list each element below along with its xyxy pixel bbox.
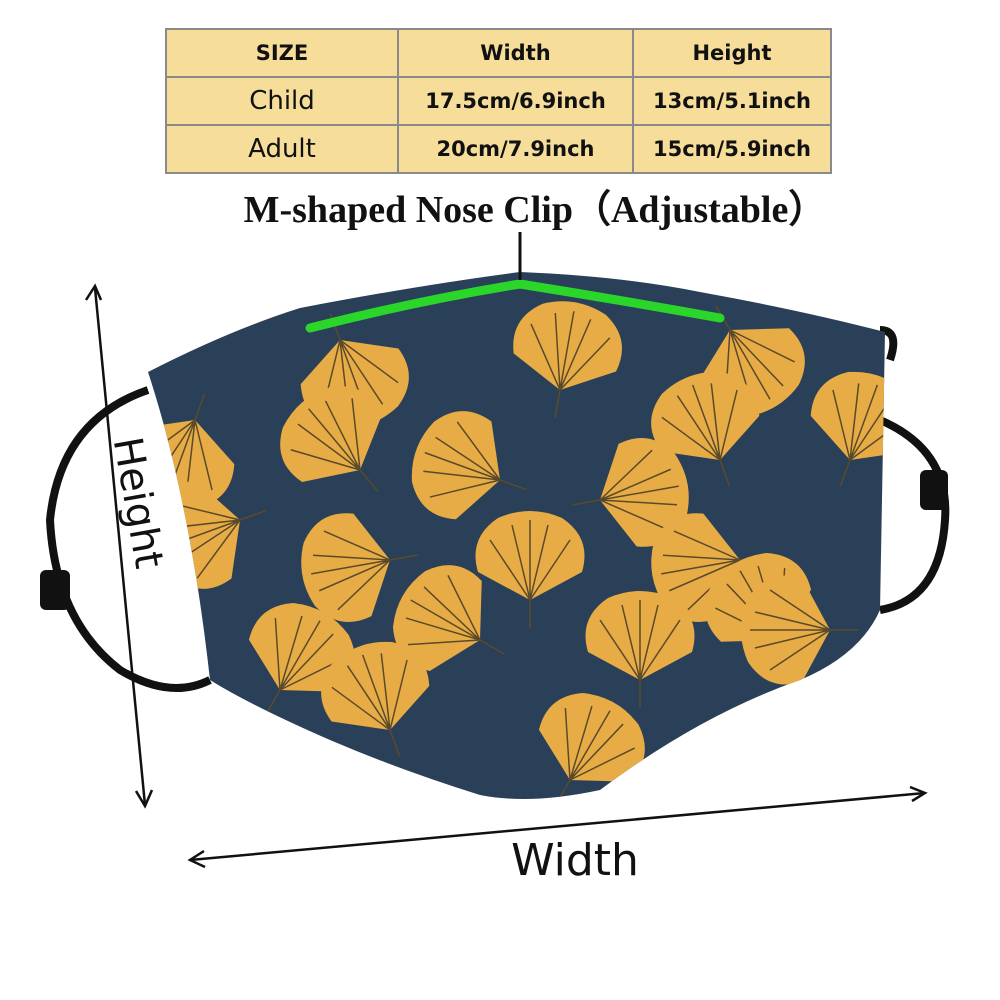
- header-cell: Height: [632, 28, 832, 78]
- table-row: Child 17.5cm/6.9inch 13cm/5.1inch: [165, 76, 832, 126]
- nose-clip-label: M-shaped Nose Clip（Adjustable）: [244, 189, 827, 231]
- size-table: SIZE Width Height Child 17.5cm/6.9inch 1…: [165, 28, 832, 174]
- height-arrow: [84, 283, 154, 809]
- table-header: SIZE Width Height: [165, 28, 832, 78]
- ear-loop: [878, 326, 950, 614]
- nose-clip: [305, 279, 725, 333]
- cell: 20cm/7.9inch: [397, 124, 634, 174]
- cell: 17.5cm/6.9inch: [397, 76, 634, 126]
- width-label: Width: [511, 835, 639, 886]
- cell: 13cm/5.1inch: [632, 76, 832, 126]
- cell: 15cm/5.9inch: [632, 124, 832, 174]
- table-row: Adult 20cm/7.9inch 15cm/5.9inch: [165, 124, 832, 174]
- header-cell: SIZE: [165, 28, 399, 78]
- adjuster: [40, 570, 70, 610]
- cell: Child: [165, 76, 399, 126]
- cell: Adult: [165, 124, 399, 174]
- header-cell: Width: [397, 28, 634, 78]
- height-label: Height: [104, 434, 172, 572]
- width-arrow: [187, 785, 928, 869]
- adjuster: [920, 470, 948, 510]
